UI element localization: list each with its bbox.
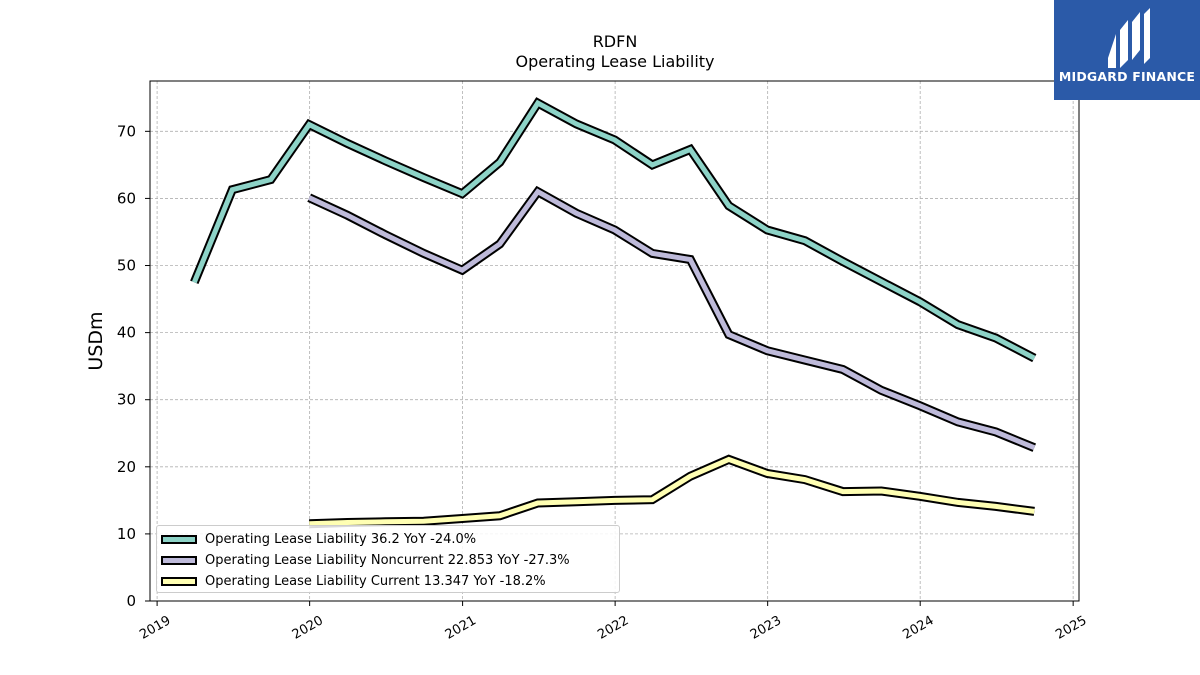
brand-logo: MIDGARD FINANCE xyxy=(1054,0,1200,100)
brand-name: MIDGARD FINANCE xyxy=(1058,69,1196,84)
axes-frame xyxy=(149,80,1080,602)
legend-swatch xyxy=(161,577,197,586)
series-line xyxy=(309,456,1035,527)
grid xyxy=(150,81,1079,602)
y-tick-label: 40 xyxy=(117,324,136,342)
y-tick-label: 70 xyxy=(117,122,136,140)
y-tick-label: 60 xyxy=(117,189,136,207)
y-tick-label: 20 xyxy=(117,458,136,476)
series-line xyxy=(191,99,1036,361)
chart-subtitle: Operating Lease Liability xyxy=(515,52,715,71)
y-axis: 0 10 20 30 40 50 60 70 xyxy=(117,122,150,610)
legend-swatch xyxy=(161,535,197,544)
series-line-outline xyxy=(309,454,1035,529)
y-tick-label: 0 xyxy=(126,592,136,610)
legend-label: Operating Lease Liability Noncurrent 22.… xyxy=(205,553,570,568)
x-tick-label: 2022 xyxy=(595,613,631,643)
chart-title: RDFN xyxy=(592,32,638,51)
series-lines xyxy=(190,97,1037,529)
x-tick-label: 2019 xyxy=(137,613,173,643)
x-tick-label: 2025 xyxy=(1053,613,1089,643)
x-tick-label: 2023 xyxy=(748,613,784,643)
x-tick-label: 2021 xyxy=(443,613,479,643)
legend: Operating Lease Liability 36.2 YoY -24.0… xyxy=(156,525,620,593)
y-tick-label: 30 xyxy=(117,391,136,409)
x-tick-label: 2020 xyxy=(290,613,326,643)
series-line xyxy=(308,188,1036,451)
brand-mark-icon xyxy=(1108,8,1150,68)
legend-swatch xyxy=(161,556,197,565)
legend-item: Operating Lease Liability Noncurrent 22.… xyxy=(161,550,619,571)
x-axis: 2019 2020 2021 2022 2023 2024 2025 xyxy=(137,601,1089,643)
y-tick-label: 10 xyxy=(117,525,136,543)
legend-item: Operating Lease Liability 36.2 YoY -24.0… xyxy=(161,529,619,550)
legend-item: Operating Lease Liability Current 13.347… xyxy=(161,571,619,592)
y-axis-label: USDm xyxy=(85,311,107,370)
legend-label: Operating Lease Liability Current 13.347… xyxy=(205,574,546,589)
x-tick-label: 2024 xyxy=(900,613,936,643)
legend-label: Operating Lease Liability 36.2 YoY -24.0… xyxy=(205,532,477,547)
y-tick-label: 50 xyxy=(117,257,136,275)
